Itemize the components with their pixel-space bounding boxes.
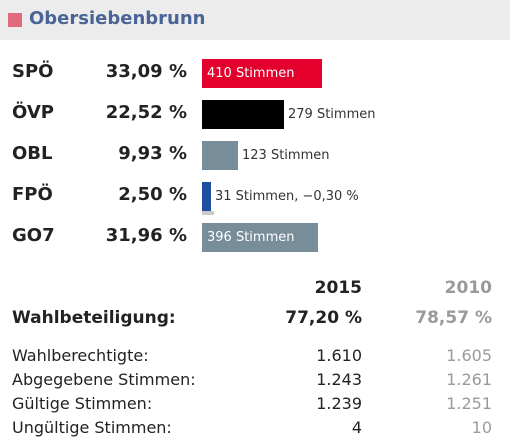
stats-row: Abgegebene Stimmen: 1.243 1.261 bbox=[0, 367, 510, 391]
party-row: ÖVP 22,52 % 279 Stimmen bbox=[0, 92, 510, 133]
stats-row: Wahlberechtigte: 1.610 1.605 bbox=[0, 343, 510, 367]
stat-value-current: 1.239 bbox=[316, 394, 362, 413]
stat-value-current: 1.243 bbox=[316, 370, 362, 389]
stats-row: Wahlbeteiligung: 77,20 % 78,57 % bbox=[0, 305, 510, 343]
party-row: GO7 31,96 % 396 Stimmen bbox=[0, 215, 510, 256]
vote-share-bar bbox=[202, 100, 284, 129]
stats-row: Ungültige Stimmen: 4 10 bbox=[0, 415, 510, 439]
vote-share-bar: 410 Stimmen bbox=[202, 59, 322, 88]
party-name: ÖVP bbox=[12, 102, 54, 123]
votes-label: 396 Stimmen bbox=[207, 230, 295, 245]
municipality-header: Obersiebenbrunn bbox=[0, 0, 510, 40]
votes-label: 279 Stimmen bbox=[288, 107, 376, 122]
stat-value-previous: 78,57 % bbox=[415, 308, 492, 328]
party-row: FPÖ 2,50 % 31 Stimmen, −0,30 % bbox=[0, 174, 510, 215]
header-marker-icon bbox=[8, 13, 22, 27]
stat-value-previous: 1.605 bbox=[446, 346, 492, 365]
party-percent: 31,96 % bbox=[105, 225, 187, 246]
year-previous-heading: 2010 bbox=[444, 278, 492, 298]
results-list: SPÖ 33,09 % 410 Stimmen ÖVP 22,52 % 279 Stimm… bbox=[0, 51, 510, 256]
stat-label: Gültige Stimmen: bbox=[12, 394, 153, 413]
stat-value-previous: 1.261 bbox=[446, 370, 492, 389]
vote-share-bar: 396 Stimmen bbox=[202, 223, 318, 252]
stats-row: Gültige Stimmen: 1.239 1.251 bbox=[0, 391, 510, 415]
votes-label: 410 Stimmen bbox=[207, 66, 295, 81]
year-current-heading: 2015 bbox=[314, 278, 362, 298]
stat-value-previous: 10 bbox=[471, 418, 492, 437]
previous-share-marker bbox=[202, 211, 214, 215]
stat-label: Wahlbeteiligung: bbox=[12, 308, 176, 328]
stat-value-current: 4 bbox=[351, 418, 362, 437]
votes-label: 123 Stimmen bbox=[242, 148, 330, 163]
party-row: OBL 9,93 % 123 Stimmen bbox=[0, 133, 510, 174]
vote-share-bar bbox=[202, 182, 211, 211]
party-percent: 9,93 % bbox=[118, 143, 187, 164]
stat-label: Wahlberechtigte: bbox=[12, 346, 149, 365]
party-name: OBL bbox=[12, 143, 53, 164]
stat-value-previous: 1.251 bbox=[446, 394, 492, 413]
party-percent: 22,52 % bbox=[105, 102, 187, 123]
turnout-table: 2015 2010 Wahlbeteiligung: 77,20 % 78,57 % Wa… bbox=[0, 275, 510, 439]
party-row: SPÖ 33,09 % 410 Stimmen bbox=[0, 51, 510, 92]
stats-header-row: 2015 2010 bbox=[0, 275, 510, 305]
party-name: GO7 bbox=[12, 225, 55, 246]
stat-value-current: 1.610 bbox=[316, 346, 362, 365]
vote-share-bar bbox=[202, 141, 238, 170]
party-name: SPÖ bbox=[12, 61, 54, 82]
stat-value-current: 77,20 % bbox=[285, 308, 362, 328]
party-percent: 2,50 % bbox=[118, 184, 187, 205]
party-name: FPÖ bbox=[12, 184, 53, 205]
party-percent: 33,09 % bbox=[105, 61, 187, 82]
votes-label: 31 Stimmen, −0,30 % bbox=[215, 189, 359, 204]
municipality-title: Obersiebenbrunn bbox=[29, 8, 206, 29]
stat-label: Ungültige Stimmen: bbox=[12, 418, 172, 437]
stat-label: Abgegebene Stimmen: bbox=[12, 370, 196, 389]
